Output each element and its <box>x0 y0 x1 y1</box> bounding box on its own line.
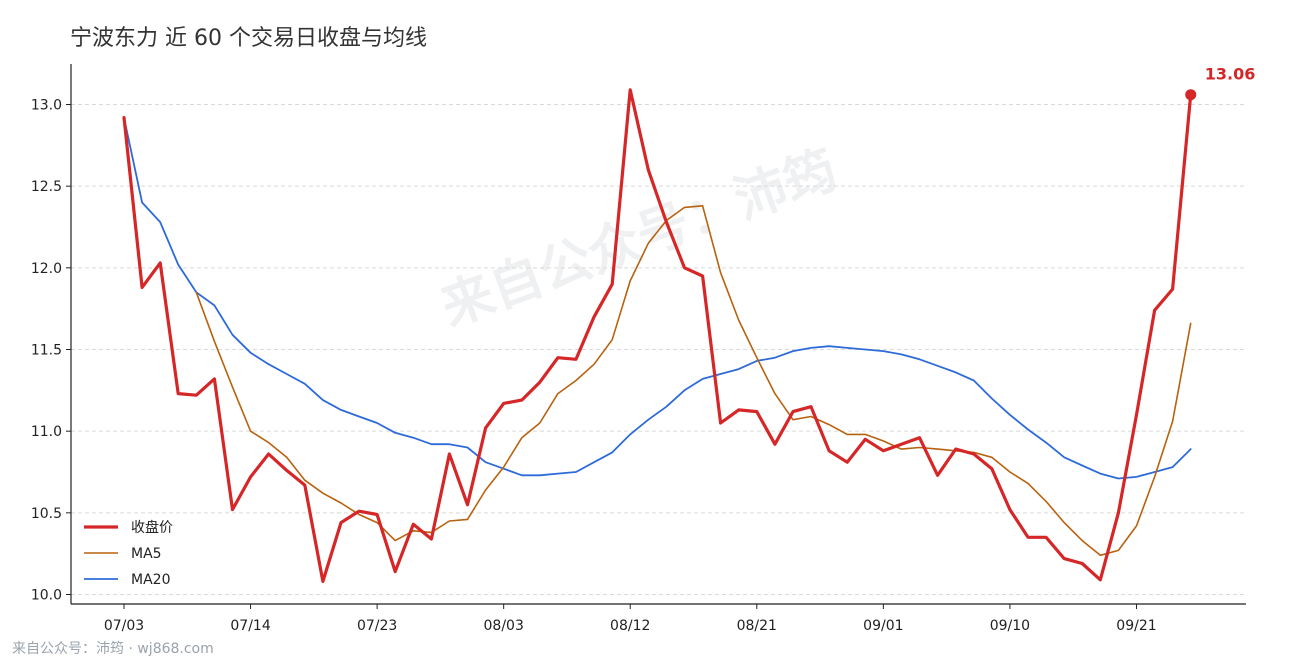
x-tick-label: 07/14 <box>230 618 270 634</box>
y-tick-label: 10.5 <box>31 506 62 522</box>
x-tick-label: 07/23 <box>357 618 397 634</box>
legend-item-ma5-label: MA5 <box>131 546 162 562</box>
source-footer: 来自公众号：沛筠 · wj868.com <box>12 641 214 657</box>
x-tick-label: 08/03 <box>484 618 524 634</box>
x-tick-label: 08/12 <box>610 618 650 634</box>
legend-item-ma20-label: MA20 <box>131 572 170 588</box>
y-tick-label: 11.0 <box>31 424 62 440</box>
last-close-point <box>1185 89 1197 101</box>
y-tick-label: 12.0 <box>31 261 62 277</box>
series-line-close <box>122 88 1193 583</box>
series-line-ma20 <box>123 116 1192 480</box>
series-line-ma5 <box>195 205 1192 557</box>
x-tick-label: 08/21 <box>737 618 777 634</box>
x-tick-label: 09/01 <box>863 618 903 634</box>
y-tick-label: 10.0 <box>31 588 62 604</box>
watermark: 来自公众号：沛筠 <box>433 140 844 339</box>
y-tick-label: 13.0 <box>31 98 62 114</box>
x-tick-label: 07/03 <box>104 618 144 634</box>
axes: 10.0 10.5 11.0 11.5 12.0 12.5 13.0 07/03 07/14 07… <box>31 64 1246 634</box>
watermark-text: 来自公众号：沛筠 <box>433 140 844 339</box>
y-tick-label: 11.5 <box>31 343 62 359</box>
y-tick-label: 12.5 <box>31 179 62 195</box>
last-close-label: 13.06 <box>1205 65 1256 84</box>
x-tick-label: 09/21 <box>1116 618 1156 634</box>
legend-item-close-label: 收盘价 <box>131 519 173 536</box>
x-tick-label: 09/10 <box>990 618 1030 634</box>
legend: 收盘价 MA5 MA20 <box>84 519 173 588</box>
series-lines: 13.06 <box>122 65 1256 583</box>
chart-title: 宁波东力 近 60 个交易日收盘与均线 <box>70 26 427 51</box>
